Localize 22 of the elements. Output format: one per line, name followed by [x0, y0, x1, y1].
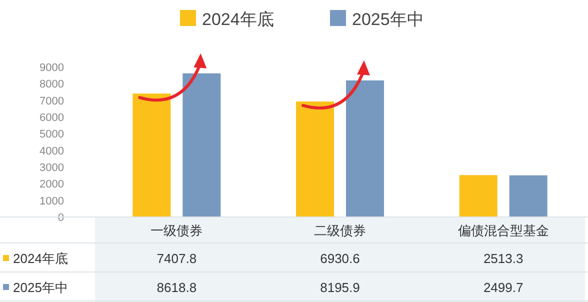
data-label: 8618.8 [156, 280, 197, 295]
y-tick-label: 9000 [40, 62, 64, 74]
legend-label: 2024年底 [202, 10, 274, 29]
y-tick-label: 2000 [40, 178, 64, 191]
x-tick-label: 二级债券 [314, 223, 366, 238]
legend-item: 2024年底 [3, 251, 68, 266]
x-tick-label: 一级债券 [150, 223, 203, 238]
y-tick-label: 7000 [40, 95, 64, 108]
y-tick-label: 6000 [40, 112, 64, 124]
legend-item: 2025年中 [3, 280, 68, 295]
data-label: 6930.6 [320, 251, 360, 266]
data-label: 7407.8 [156, 251, 197, 266]
legend-label: 2025年中 [352, 10, 424, 29]
y-tick-label: 1000 [40, 195, 64, 208]
y-tick-label: 8000 [40, 78, 64, 91]
data-label: 8195.9 [320, 280, 360, 295]
x-tick-label: 偏债混合型基金 [458, 223, 549, 238]
y-tick-label: 5000 [40, 128, 64, 141]
y-tick-label: 4000 [40, 145, 64, 158]
y-tick-label: 3000 [40, 162, 64, 174]
data-label: 2499.7 [483, 280, 524, 295]
data-label: 2513.3 [483, 251, 524, 266]
